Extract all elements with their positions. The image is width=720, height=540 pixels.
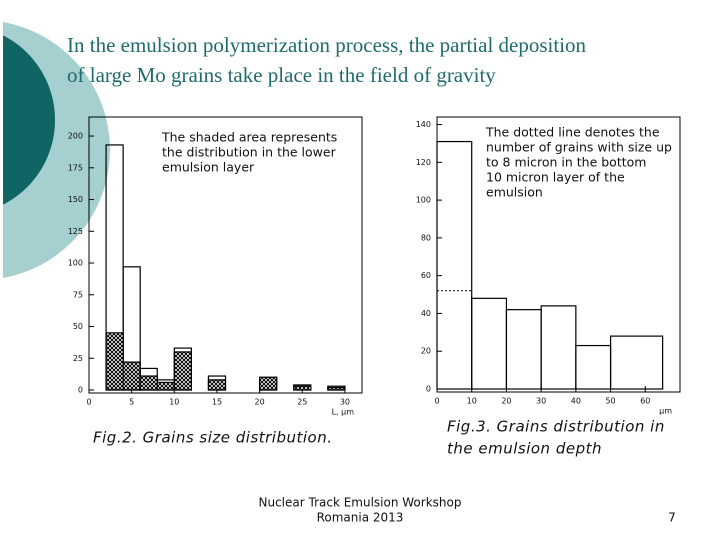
page-number: 7: [668, 511, 676, 525]
x-tick-label: 30: [536, 397, 546, 406]
annotation: emulsion: [486, 185, 543, 200]
y-tick-label: 20: [421, 347, 431, 356]
plot-frame: [88, 116, 363, 394]
y-tick-label: 120: [416, 158, 431, 167]
x-axis-label: μm: [659, 407, 672, 416]
hatched-bar: [293, 385, 312, 391]
caption: Fig.2. Grains size distribution.: [93, 429, 333, 447]
y-tick-label: 25: [73, 354, 83, 363]
hatched-bar: [327, 386, 346, 391]
y-tick-label: 140: [416, 120, 431, 129]
bar: [436, 140, 473, 390]
annotation: 10 micron layer of the: [486, 170, 625, 185]
x-tick-label: 15: [212, 398, 222, 407]
y-tick-label: 60: [421, 271, 431, 280]
caption: the emulsion depth: [447, 440, 602, 458]
annotation: the distribution in the lower: [162, 145, 337, 160]
hatched-bar: [122, 361, 141, 391]
x-axis-label: L, μm: [332, 408, 355, 417]
x-tick-label: 5: [129, 398, 134, 407]
bar: [540, 305, 577, 390]
bar: [575, 344, 612, 390]
footer: Romania 2013: [317, 511, 404, 525]
annotation: The dotted line denotes the: [485, 125, 660, 140]
x-tick-label: 0: [86, 398, 91, 407]
y-tick-label: 125: [68, 227, 83, 236]
hatched-bar: [139, 375, 158, 391]
x-tick-label: 30: [340, 398, 350, 407]
annotation: to 8 micron in the bottom: [486, 155, 646, 170]
x-tick-label: 0: [434, 397, 439, 406]
x-tick-label: 25: [297, 398, 307, 407]
x-tick-label: 10: [169, 398, 179, 407]
y-tick-label: 200: [68, 132, 83, 141]
x-tick-label: 20: [501, 397, 511, 406]
slide-title: of large Mo grains take place in the fie…: [67, 63, 496, 87]
x-tick-label: 20: [255, 398, 265, 407]
y-tick-label: 75: [73, 290, 83, 299]
y-tick-label: 150: [68, 195, 83, 204]
y-tick-label: 50: [73, 322, 83, 331]
bar: [609, 335, 664, 390]
slide-title: In the emulsion polymerization process, …: [67, 33, 587, 57]
hatched-bar: [207, 379, 227, 391]
hatched-bar: [105, 332, 124, 391]
hatched-bar: [173, 351, 192, 391]
footer: Nuclear Track Emulsion Workshop: [259, 496, 462, 510]
annotation: number of grains with size up: [486, 140, 672, 155]
hatched-bar: [156, 381, 175, 391]
decor-edge: [0, 0, 3, 540]
annotation: emulsion layer: [162, 160, 255, 175]
x-tick-label: 50: [605, 397, 615, 406]
y-tick-label: 40: [421, 309, 431, 318]
decor-circle: [0, 33, 55, 207]
x-tick-label: 40: [571, 397, 581, 406]
bar: [471, 297, 508, 390]
annotation: The shaded area represents: [161, 130, 337, 145]
x-tick-label: 10: [467, 397, 477, 406]
y-tick-label: 80: [421, 233, 431, 242]
caption: Fig.3. Grains distribution in: [447, 418, 665, 436]
y-tick-label: 175: [68, 163, 83, 172]
y-tick-label: 100: [68, 259, 83, 268]
bar: [505, 309, 542, 390]
y-tick-label: 0: [426, 385, 431, 394]
x-tick-label: 60: [640, 397, 650, 406]
y-tick-label: 100: [416, 196, 431, 205]
hatched-bar: [259, 376, 278, 391]
y-tick-label: 0: [78, 386, 83, 395]
